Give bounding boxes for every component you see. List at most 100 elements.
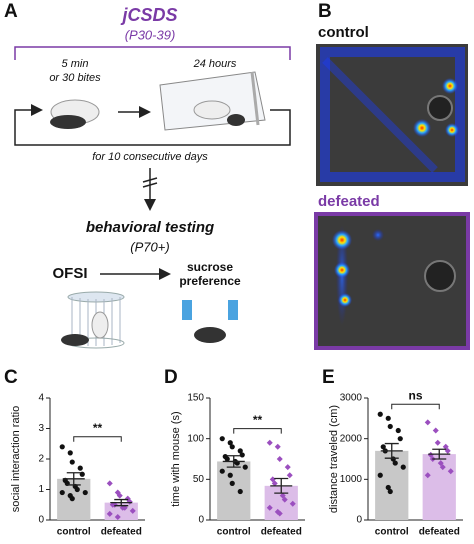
protocol-title: jCSDS	[120, 5, 177, 25]
data-point	[69, 459, 75, 465]
significance-bracket	[73, 436, 122, 442]
repeat-text: for 10 consecutive days	[92, 151, 208, 163]
data-point	[274, 443, 281, 450]
step-text: 5 min	[62, 58, 89, 70]
y-tick-label: 0	[356, 515, 362, 526]
error-bar	[62, 472, 85, 486]
data-point	[284, 464, 291, 471]
data-point	[237, 488, 243, 495]
data-point	[385, 415, 391, 421]
data-point	[237, 448, 243, 454]
group-label: control	[318, 24, 369, 41]
data-point	[219, 468, 225, 474]
data-point	[116, 492, 123, 499]
y-tick-label: 1000	[340, 474, 363, 485]
data-point	[276, 456, 283, 462]
data-point	[400, 464, 406, 470]
significance-label: ns	[408, 388, 422, 402]
x-tick-label: defeated	[261, 527, 302, 538]
y-tick-label: 150	[187, 393, 204, 404]
protocol-age: (P30-39)	[125, 27, 176, 42]
x-tick-label: defeated	[101, 527, 142, 538]
data-point	[106, 510, 113, 517]
y-tick-label: 2	[38, 454, 44, 465]
y-tick-label: 1	[38, 484, 44, 495]
bar	[375, 450, 409, 520]
significance-bracket	[233, 428, 282, 434]
data-point	[106, 480, 113, 487]
data-point	[74, 486, 80, 493]
significance-label: **	[93, 421, 103, 435]
loop-arrow	[14, 104, 291, 146]
data-point	[227, 440, 233, 446]
data-point	[281, 496, 288, 503]
data-point	[439, 464, 446, 471]
data-point	[266, 439, 273, 446]
data-point	[442, 443, 449, 450]
data-point	[69, 496, 75, 502]
data-point	[82, 489, 88, 496]
data-point	[129, 507, 136, 514]
y-tick-label: 4	[38, 393, 44, 404]
data-point	[424, 419, 431, 426]
x-tick-label: control	[217, 527, 251, 538]
data-point	[79, 471, 85, 477]
step-text: 24 hours	[193, 58, 237, 70]
y-tick-label: 100	[187, 433, 204, 444]
bar	[422, 454, 456, 520]
data-point	[224, 456, 230, 462]
data-point	[385, 484, 391, 491]
panel-letter: A	[4, 1, 18, 22]
data-point	[377, 411, 383, 417]
x-tick-label: control	[375, 527, 409, 538]
data-point	[392, 460, 398, 466]
data-point	[276, 510, 283, 517]
data-point	[377, 472, 383, 478]
y-tick-label: 50	[193, 474, 205, 485]
x-tick-label: control	[57, 527, 91, 538]
y-tick-label: 0	[198, 515, 204, 526]
data-point	[434, 439, 441, 446]
data-point	[380, 444, 386, 450]
sucrose-setup	[182, 300, 238, 343]
error-bar	[380, 442, 403, 459]
data-point	[239, 452, 245, 458]
ofsi-cage	[61, 291, 125, 349]
data-point	[229, 444, 235, 450]
data-point	[227, 472, 233, 478]
significance-bracket	[391, 403, 440, 410]
step-text: or 30 bites	[49, 72, 101, 84]
y-tick-label: 3	[38, 423, 44, 434]
y-axis-label: social interaction ratio	[10, 406, 22, 512]
data-point	[432, 427, 439, 434]
data-point	[279, 492, 286, 499]
divided-cage	[159, 71, 266, 131]
y-axis-label: distance traveled (cm)	[328, 405, 340, 513]
panel-letter: B	[318, 1, 332, 22]
data-point	[395, 427, 401, 434]
x-tick-label: defeated	[419, 527, 460, 538]
panel-letter: E	[322, 367, 335, 388]
significance-label: **	[253, 413, 263, 427]
time-break	[142, 177, 158, 188]
data-point	[59, 489, 65, 496]
mice-fighting	[50, 99, 100, 129]
panel-letter: C	[4, 367, 18, 388]
data-point	[289, 500, 296, 507]
data-point	[77, 465, 83, 471]
data-point	[229, 480, 235, 486]
testing-text: behavioral testing	[86, 219, 214, 236]
data-point	[114, 513, 121, 520]
data-point	[427, 451, 434, 458]
error-bar	[222, 455, 245, 468]
data-point	[437, 460, 444, 467]
data-point	[219, 436, 225, 442]
y-tick-label: 3000	[340, 393, 363, 404]
data-point	[424, 472, 431, 479]
test-name: preference	[179, 274, 241, 288]
heatmap-defeated	[314, 212, 470, 350]
testing-age: (P70+)	[130, 239, 169, 254]
data-point	[387, 423, 393, 430]
data-point	[266, 504, 273, 511]
